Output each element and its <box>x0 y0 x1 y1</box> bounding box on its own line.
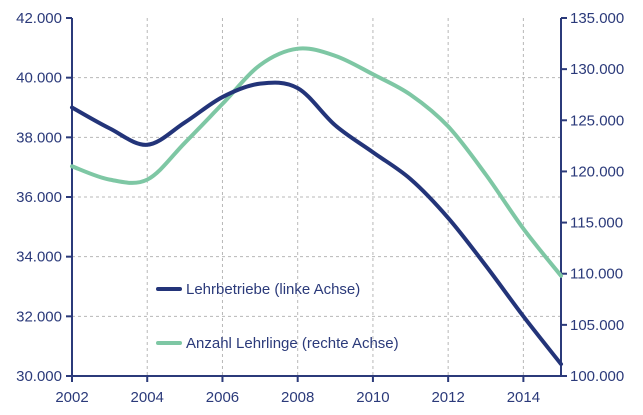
legend-label-lehrlinge: Anzahl Lehrlinge (rechte Achse) <box>186 335 399 352</box>
series-line-lehrbetriebe <box>70 80 563 367</box>
left-y-tick-label: 40.000 <box>16 70 62 87</box>
legend: Lehrbetriebe (linke Achse) Anzahl Lehrli… <box>156 281 399 352</box>
right-y-tick-label: 110.000 <box>570 266 623 283</box>
series-lines <box>70 46 563 367</box>
grid-lines <box>72 18 561 376</box>
left-y-tick-label: 32.000 <box>16 308 62 325</box>
left-y-tick-label: 36.000 <box>16 189 62 206</box>
left-y-tick-label: 38.000 <box>16 129 62 146</box>
axis-ticks <box>66 17 567 382</box>
series-line-lehrlinge <box>70 46 563 278</box>
x-tick-label: 2010 <box>356 389 389 406</box>
right-y-tick-label: 125.000 <box>570 112 624 129</box>
legend-label-lehrbetriebe: Lehrbetriebe (linke Achse) <box>186 281 360 298</box>
left-y-tick-label: 30.000 <box>16 368 62 385</box>
x-tick-label: 2014 <box>507 389 540 406</box>
right-y-tick-label: 120.000 <box>570 163 624 180</box>
right-y-tick-label: 115.000 <box>570 215 623 232</box>
right-y-tick-label: 135.000 <box>570 10 624 27</box>
left-y-tick-label: 42.000 <box>16 10 62 27</box>
x-tick-label: 2006 <box>206 389 239 406</box>
x-tick-label: 2008 <box>281 389 314 406</box>
x-tick-label: 2004 <box>131 389 164 406</box>
x-tick-label: 2012 <box>431 389 464 406</box>
right-y-tick-label: 100.000 <box>570 368 624 385</box>
left-y-tick-label: 34.000 <box>16 249 62 266</box>
x-tick-label: 2002 <box>55 389 88 406</box>
right-y-tick-label: 105.000 <box>570 317 624 334</box>
right-y-tick-label: 130.000 <box>570 61 624 78</box>
